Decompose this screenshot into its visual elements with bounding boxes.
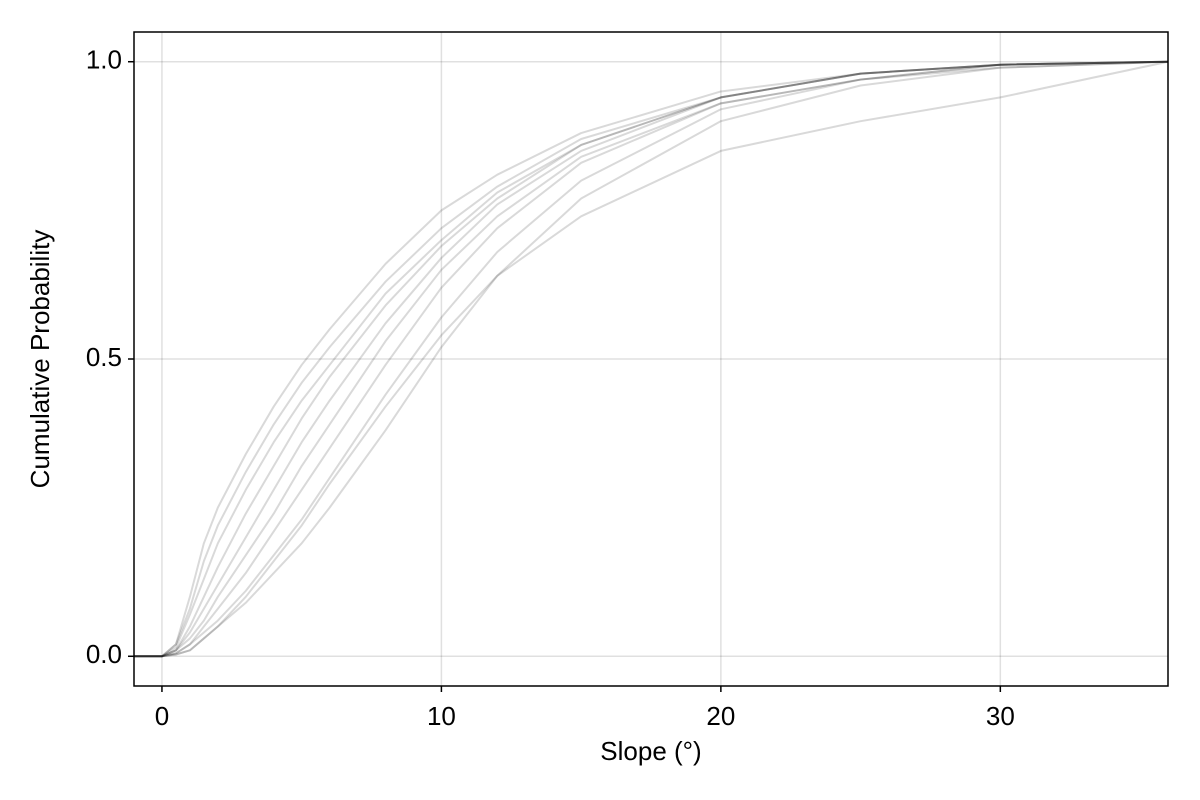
y-axis-label: Cumulative Probability [25,230,55,489]
cdf-line [134,60,1169,658]
cdf-line [134,60,1169,658]
cdf-line [134,60,1169,658]
cdf-line [134,60,1169,658]
cdf-line [134,60,1169,658]
cdf-line [134,60,1169,658]
x-tick-label: 30 [986,701,1015,731]
cdf-line [134,60,1169,658]
y-tick-label: 0.5 [86,342,122,372]
x-axis-label: Slope (°) [600,736,701,766]
x-tick-label: 10 [427,701,456,731]
x-tick-label: 0 [155,701,169,731]
x-tick-label: 20 [706,701,735,731]
cdf-line [134,60,1169,658]
cdf-line [134,60,1169,658]
plot-frame [133,31,1169,687]
y-tick-label: 1.0 [86,45,122,75]
cdf-line [134,60,1169,658]
y-tick-label: 0.0 [86,639,122,669]
